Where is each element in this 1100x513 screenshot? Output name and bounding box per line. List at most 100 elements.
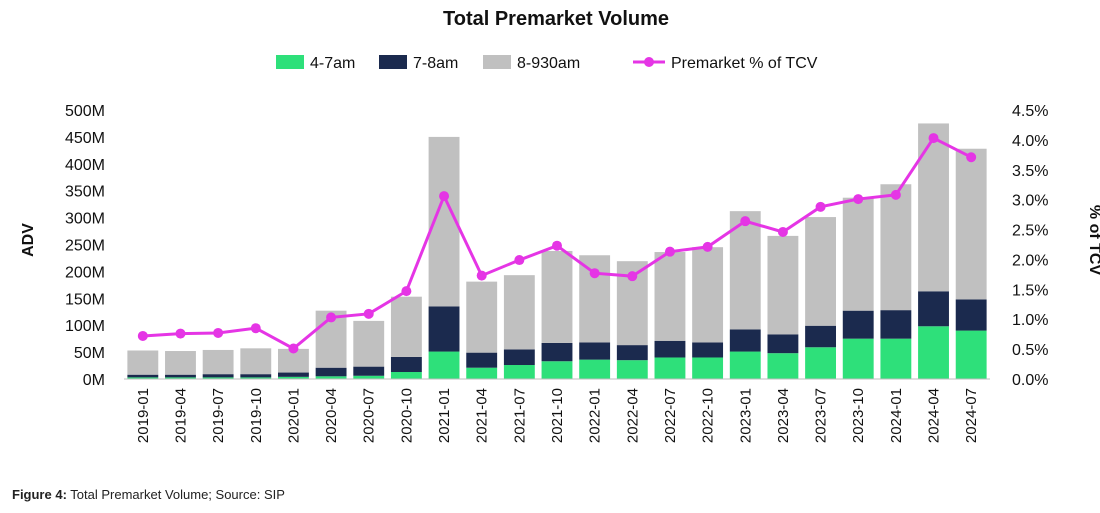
line-point <box>476 270 487 281</box>
x-tick-label: 2019-10 <box>248 388 265 443</box>
x-tick-label: 2024-07 <box>963 388 980 443</box>
x-tick-label: 2022-07 <box>662 388 679 443</box>
bar-segment-8-930am <box>692 247 724 343</box>
line-point <box>137 330 148 341</box>
bar-segment-7-8am <box>165 374 196 378</box>
line-point <box>589 268 600 279</box>
legend-label: Premarket % of TCV <box>671 55 818 72</box>
bar-segment-4-7am <box>805 347 837 379</box>
y2-tick-label: 1.5% <box>1012 282 1048 299</box>
line-point <box>853 194 864 205</box>
bar-segment-4-7am <box>353 375 385 379</box>
line-point <box>664 246 675 257</box>
bar-segment-7-8am <box>654 340 686 358</box>
bar-segment-7-8am <box>240 374 272 378</box>
y-tick-label: 0M <box>83 372 105 389</box>
bar-segment-4-7am <box>390 372 422 379</box>
bar-segment-4-7am <box>654 357 686 379</box>
bar-segment-7-8am <box>390 356 422 373</box>
bar-segment-4-7am <box>955 330 987 379</box>
x-tick-label: 2020-01 <box>285 388 302 443</box>
line-point <box>928 133 939 144</box>
bar-segment-8-930am <box>805 217 837 326</box>
legend-label: 4-7am <box>310 55 355 72</box>
bar-segment-8-930am <box>880 184 912 311</box>
caption-label: Figure 4: <box>12 487 67 502</box>
bar-segment-8-930am <box>127 350 159 375</box>
bar-segment-4-7am <box>616 360 648 379</box>
bar-segment-4-7am <box>428 351 460 379</box>
bar-segment-4-7am <box>466 367 498 379</box>
x-tick-label: 2023-10 <box>850 388 867 443</box>
y-tick-label: 200M <box>65 264 105 281</box>
legend-marker <box>644 57 654 67</box>
bar-segment-7-8am <box>842 310 874 339</box>
bar-segment-8-930am <box>240 348 272 375</box>
y2-tick-label: 0.0% <box>1012 372 1048 389</box>
line-point <box>627 271 638 282</box>
bar-segment-8-930am <box>165 351 196 375</box>
bar-segment-8-930am <box>541 250 573 343</box>
bar-segment-8-930am <box>202 349 234 375</box>
x-tick-label: 2022-04 <box>624 388 641 443</box>
bar-segment-7-8am <box>805 325 837 348</box>
premarket-volume-chart: Total Premarket Volume 4-7am 7-8am 8-930am… <box>20 8 1100 443</box>
bar-segment-4-7am <box>165 377 196 379</box>
bar-segment-7-8am <box>315 367 347 377</box>
bar-segment-4-7am <box>202 377 234 379</box>
x-tick-label: 2021-04 <box>474 388 491 443</box>
bar-segment-4-7am <box>240 377 272 379</box>
y2-tick-label: 3.5% <box>1012 163 1048 180</box>
y-tick-label: 450M <box>65 130 105 147</box>
x-tick-label: 2023-07 <box>813 388 830 443</box>
bar-segment-4-7am <box>127 377 159 379</box>
y2-axis-ticks: 0.0% 0.5% 1.0% 1.5% 2.0% 2.5% 3.0% 3.5% 4.0% 4.5% <box>1012 103 1048 389</box>
bar-segment-7-8am <box>466 352 498 368</box>
legend-label: 7-8am <box>413 55 458 72</box>
bar-segment-8-930am <box>466 281 498 353</box>
bar-segment-8-930am <box>503 275 535 350</box>
line-point <box>740 216 751 227</box>
bar-segment-4-7am <box>503 365 535 379</box>
line-point <box>815 201 826 212</box>
y2-tick-label: 3.0% <box>1012 193 1048 210</box>
y2-tick-label: 1.0% <box>1012 312 1048 329</box>
y-tick-label: 350M <box>65 184 105 201</box>
caption-text: Total Premarket Volume; Source: SIP <box>70 487 285 502</box>
bar-segment-7-8am <box>353 366 385 376</box>
bar-segment-7-8am <box>277 372 309 377</box>
legend-label: 8-930am <box>517 55 580 72</box>
y-tick-label: 500M <box>65 103 105 120</box>
bar-segment-7-8am <box>127 374 159 378</box>
bar-segment-8-930am <box>390 296 422 357</box>
y-tick-label: 150M <box>65 291 105 308</box>
y2-tick-label: 4.0% <box>1012 133 1048 150</box>
y-tick-label: 250M <box>65 238 105 255</box>
bar-segment-7-8am <box>503 349 535 366</box>
bar-segment-4-7am <box>729 351 761 379</box>
legend: 4-7am 7-8am 8-930am Premarket % of TCV <box>276 55 818 72</box>
line-point <box>552 240 562 251</box>
line-point <box>966 152 977 163</box>
y2-tick-label: 2.0% <box>1012 252 1048 269</box>
y-tick-label: 50M <box>74 345 105 362</box>
bar-segment-4-7am <box>541 361 573 379</box>
x-tick-label: 2020-04 <box>323 388 340 443</box>
y2-tick-label: 2.5% <box>1012 223 1048 240</box>
y2-tick-label: 4.5% <box>1012 103 1048 120</box>
x-tick-label: 2024-01 <box>888 388 905 443</box>
line-point <box>363 308 374 319</box>
bar-segment-8-930am <box>654 252 686 341</box>
line-point <box>326 312 337 323</box>
legend-swatch <box>276 55 304 69</box>
x-tick-label: 2019-01 <box>135 388 152 443</box>
chart-title: Total Premarket Volume <box>443 8 669 30</box>
y-axis-ticks: 0M 50M 100M 150M 200M 250M 300M 350M 400M 450M 500… <box>65 103 105 389</box>
x-tick-label: 2019-07 <box>210 388 227 443</box>
bar-segment-4-7am <box>880 338 912 379</box>
x-tick-label: 2022-10 <box>700 388 717 443</box>
bar-segment-7-8am <box>579 342 611 360</box>
y-tick-label: 300M <box>65 211 105 228</box>
bar-segment-4-7am <box>842 338 874 379</box>
line-point <box>401 286 412 297</box>
